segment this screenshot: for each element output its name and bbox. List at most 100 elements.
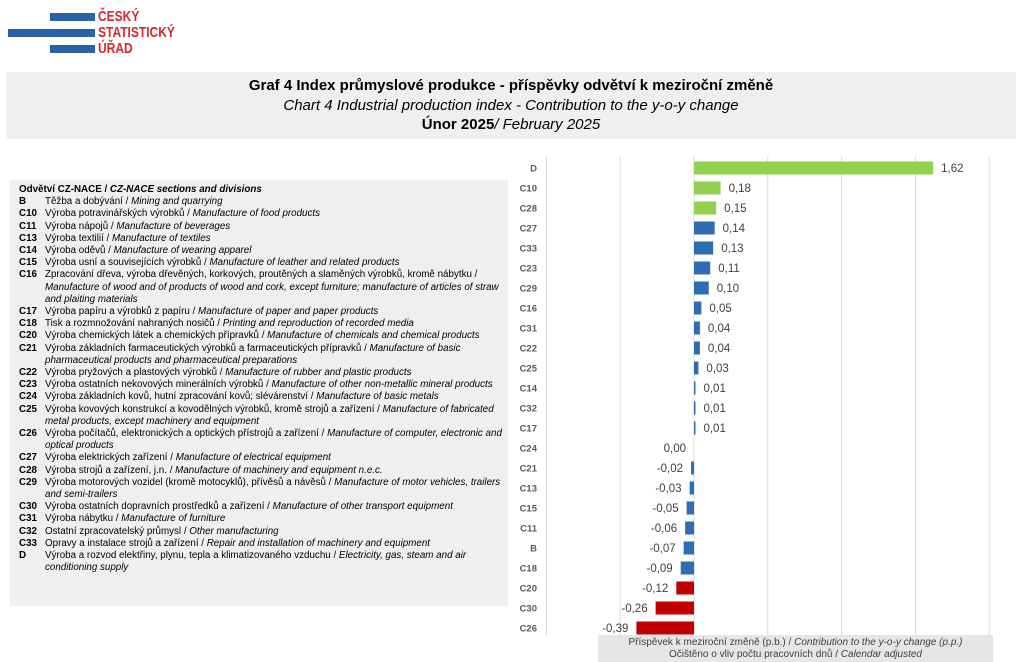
legend-item-c18: C18 Tisk a rozmnožování nahraných nosičů … [19,318,508,330]
legend-description-cz: Výroba nábytku / [45,513,119,525]
legend-description-cz: Výroba kovových konstrukcí a kovodělných… [45,403,380,415]
legend-item-d: D Výroba a rozvod elektřiny, plynu, tepla… [19,550,508,574]
legend-description-en: Printing and reproduction of recorded me… [222,318,414,330]
legend-description-cz: Výroba základních kovů, hutní zpracování… [45,391,314,403]
legend-code: C11 [19,220,37,232]
legend-item-c30: C30 Výroba ostatních dopravních prostředk… [19,501,508,513]
legend-description: Zpracování dřeva, výroba dřevěných, kork… [45,269,503,306]
bar-c21 [691,461,694,475]
legend-list: B Těžba a dobývání / Mining and quarrying… [19,196,508,574]
bar-d [694,161,934,175]
legend-description: Výroba a rozvod elektřiny, plynu, tepla … [45,550,503,574]
legend-description-cz: Výroba motorových vozidel (kromě motocyk… [45,476,332,488]
category-label-c15: C15 [520,503,538,514]
bar-c16 [694,301,702,315]
legend-description-en: Manufacture of textiles [111,232,211,244]
legend-description-cz: Výroba chemických látek a chemických pří… [45,330,265,342]
adjustment-note-en: Calendar adjusted [840,649,922,660]
legend-description: Výroba nápojů / Manufacture of beverages [45,221,503,233]
legend-item-c33: C33 Opravy a instalace strojů a zařízení … [19,538,508,550]
bar-c11 [685,521,694,535]
legend-description: Výroba motorových vozidel (kromě motocyk… [45,477,503,501]
category-label-c17: C17 [520,423,537,434]
legend-header: Odvětví CZ-NACE / CZ-NACE sections and d… [19,184,508,196]
legend-description-cz: Opravy a instalace strojů a zařízení / [45,537,204,549]
legend-description: Výroba oděvů / Manufacture of wearing ap… [45,245,503,257]
bar-c32 [694,401,696,415]
legend-code: C20 [19,330,37,342]
bar-c14 [694,381,696,395]
legend-item-c32: C32 Ostatní zpracovatelský průmysl / Othe… [19,526,508,538]
bar-chart: D C10 C28 C27 C33 C23 C29 C16 C31 C22 C25 C14 C32 C17… [520,156,990,636]
data-label-c16: 0,05 [709,303,731,315]
legend-description-cz: Výroba ostatních dopravních prostředků a… [45,501,270,513]
legend-description-en: Manufacture of other non-metallic minera… [271,379,493,391]
legend-code: C26 [19,428,37,440]
legend-item-c23: C23 Výroba ostatních nekovových minerální… [19,379,508,391]
category-label-b: B [530,543,537,554]
legend-code: C15 [19,257,37,269]
data-label-c28: 0,15 [724,203,746,215]
data-labels: 1,62 0,18 0,15 0,14 0,13 0,11 0,10 0,05 0,04 0,04… [602,163,963,635]
chart-period-cz: Únor 2025 [421,116,495,133]
legend-code: C10 [19,208,37,220]
logo-bar-bottom [50,45,95,53]
category-label-c21: C21 [520,463,538,474]
czso-logo: ČESKÝ STATISTICKÝ ÚŘAD [0,0,200,62]
legend-description: Výroba usní a souvisejících výrobků / Ma… [45,257,503,269]
legend-description-cz: Výroba usní a souvisejících výrobků / [45,257,207,269]
legend-description-cz: Výroba textilií / [45,232,110,244]
legend-item-c16: C16 Zpracování dřeva, výroba dřevěných, k… [19,269,508,306]
legend-item-c24: C24 Výroba základních kovů, hutní zpracov… [19,391,508,403]
legend-description-en: Other manufacturing [189,525,279,537]
category-label-c24: C24 [520,443,538,454]
legend-description-en: Manufacture of fabricated metal products… [45,403,494,427]
data-label-c21: -0,02 [657,463,683,475]
data-label-c24: 0,00 [664,443,686,455]
legend-item-c26: C26 Výroba počítačů, elektronických a opt… [19,428,508,452]
legend-description-cz: Výroba a rozvod elektřiny, plynu, tepla … [45,550,337,562]
bar-c18 [680,561,694,575]
legend-item-c28: C28 Výroba strojů a zařízení, j.n. / Manu… [19,465,508,477]
legend-description: Výroba kovových konstrukcí a kovodělných… [45,404,503,428]
legend-description-cz: Výroba pryžových a plastových výrobků / [45,367,223,379]
data-label-c27: 0,14 [723,223,746,235]
category-label-c30: C30 [520,603,537,614]
legend-description: Výroba základních kovů, hutní zpracování… [45,391,503,403]
legend-item-c20: C20 Výroba chemických látek a chemických … [19,330,508,342]
legend-header-cz: Odvětví CZ-NACE / [19,184,108,195]
data-label-c23: 0,11 [718,263,740,275]
legend-code: C30 [19,501,37,513]
category-label-c33: C33 [520,243,537,254]
gridlines [545,156,990,636]
legend-code: B [19,196,27,208]
legend-item-c25: C25 Výroba kovových konstrukcí a kovoděln… [19,404,508,428]
legend-description-cz: Zpracování dřeva, výroba dřevěných, kork… [45,269,478,281]
legend-description: Ostatní zpracovatelský průmysl / Other m… [45,526,503,538]
category-label-c31: C31 [520,323,538,334]
legend-description: Výroba potravinářských výrobků / Manufac… [45,208,503,220]
legend-description-en: Manufacture of rubber and plastic produc… [225,367,412,379]
legend-description: Tisk a rozmnožování nahraných nosičů / P… [45,318,503,330]
legend-description-en: Manufacture of furniture [121,513,226,525]
legend-code: C22 [19,367,37,379]
legend-description-cz: Tisk a rozmnožování nahraných nosičů / [45,318,220,330]
legend-description: Opravy a instalace strojů a zařízení / R… [45,538,503,550]
category-label-c29: C29 [520,283,537,294]
legend-code: C18 [19,318,37,330]
x-axis-title-en: Contribution to the y-o-y change (p.p.) [794,637,963,648]
data-label-c26: -0,39 [602,623,628,635]
legend-description-en: Mining and quarrying [131,196,223,208]
legend-item-c17: C17 Výroba papíru a výrobků z papíru / Ma… [19,306,508,318]
bar-c20 [676,581,694,595]
legend-item-c29: C29 Výroba motorových vozidel (kromě moto… [19,477,508,501]
legend-description-en: Repair and installation of machinery and… [206,537,431,549]
category-label-c18: C18 [520,563,537,574]
legend-description: Výroba elektrických zařízení / Manufactu… [45,452,503,464]
legend-description-cz: Ostatní zpracovatelský průmysl / [45,525,187,537]
legend-description-en: Electricity, gas, steam and air conditio… [45,550,467,574]
legend-description-cz: Těžba a dobývání / [45,196,129,208]
category-label-c20: C20 [520,583,537,594]
legend-description-en: Manufacture of basic pharmaceutical prod… [45,342,461,366]
data-label-c32: 0,01 [703,403,725,415]
